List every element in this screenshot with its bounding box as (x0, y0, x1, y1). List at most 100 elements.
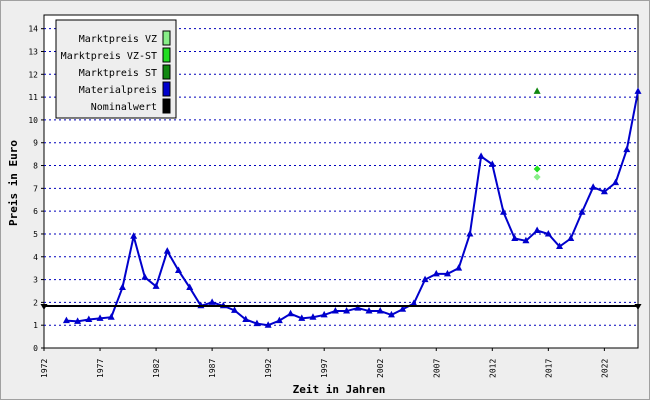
legend-swatch (162, 47, 171, 63)
y-tick-label: 4 (33, 253, 38, 262)
y-tick-label: 13 (28, 47, 38, 56)
materialpreis-point (544, 229, 552, 237)
legend-label: Marktpreis VZ (79, 34, 157, 45)
materialpreis-point (163, 247, 171, 254)
y-tick-label: 1 (33, 321, 38, 330)
x-tick-label: 2022 (600, 359, 609, 378)
series-layer (40, 87, 642, 328)
materialpreis-point (141, 273, 149, 280)
materialpreis-point (399, 305, 407, 312)
materialpreis-point (477, 152, 485, 159)
materialpreis-point (455, 264, 463, 271)
materialpreis-point (130, 232, 138, 239)
x-tick-label: 2007 (432, 359, 441, 378)
materialpreis-point (578, 208, 586, 215)
marktpreis-vz-st-point (533, 165, 541, 173)
legend-label: Marktpreis ST (79, 68, 157, 79)
materialpreis-point (231, 306, 239, 313)
materialpreis-point (410, 299, 418, 307)
x-tick-label: 2017 (544, 359, 553, 378)
materialpreis-point (242, 315, 250, 322)
y-tick-label: 2 (33, 298, 38, 307)
marktpreis-vz-point (533, 173, 541, 181)
legend-box (55, 19, 177, 119)
materialpreis-point (320, 310, 328, 318)
x-tick-label: 2002 (376, 359, 385, 378)
materialpreis-point (556, 242, 564, 250)
materialpreis-point (354, 304, 362, 311)
legend-label: Materialpreis (79, 85, 157, 96)
materialpreis-point (589, 183, 597, 190)
marktpreis-st-point (533, 87, 541, 94)
y-tick-label: 10 (28, 116, 38, 125)
materialpreis-point (376, 307, 384, 314)
y-tick-label: 5 (33, 230, 38, 239)
legend: Marktpreis VZ Marktpreis VZ-ST Marktpreis … (55, 19, 177, 119)
materialpreis-point (152, 282, 160, 289)
x-tick-label: 1997 (320, 359, 329, 378)
y-tick-label: 6 (33, 207, 38, 216)
grid-lines (44, 28, 638, 326)
x-axis-ticks: 1972 1977 1982 1987 1992 1997 2002 2007 2012 2017… (40, 348, 609, 378)
materialpreis-point (96, 314, 104, 321)
materialpreis-point (62, 316, 70, 324)
x-axis-label: Zeit in Jahren (293, 383, 386, 396)
materialpreis-point (634, 87, 642, 94)
materialpreis-point (264, 321, 272, 328)
y-tick-label: 9 (33, 139, 38, 148)
materialpreis-point (567, 234, 575, 242)
materialpreis-point (612, 178, 620, 186)
y-axis-label: Preis in Euro (7, 140, 20, 226)
materialpreis-point (275, 316, 283, 324)
x-tick-label: 1972 (40, 359, 49, 378)
y-tick-label: 14 (28, 25, 38, 34)
y-tick-label: 12 (28, 70, 38, 79)
materialpreis-point (298, 314, 306, 321)
y-tick-label: 0 (33, 344, 38, 353)
legend-label: Marktpreis VZ-ST (61, 51, 157, 62)
materialpreis-point (500, 208, 508, 215)
materialpreis-point (343, 307, 351, 314)
materialpreis-point (309, 313, 317, 320)
materialpreis-point (287, 309, 295, 317)
materialpreis-point (511, 234, 519, 242)
materialpreis-point (107, 313, 115, 320)
y-tick-label: 11 (28, 93, 38, 102)
materialpreis-point (118, 283, 126, 291)
y-tick-label: 3 (33, 276, 38, 285)
materialpreis-point (488, 160, 496, 167)
materialpreis-point (174, 266, 182, 273)
legend-swatch (162, 81, 171, 97)
materialpreis-point (432, 269, 440, 277)
x-tick-label: 1992 (264, 359, 273, 378)
nominalwert-point (634, 304, 642, 311)
legend-swatch (162, 64, 171, 80)
materialpreis-point (186, 283, 194, 291)
materialpreis-point (443, 269, 451, 277)
materialpreis-point (85, 315, 93, 322)
legend-label: Nominalwert (91, 102, 157, 113)
materialpreis-point (600, 187, 608, 195)
materialpreis-point (421, 275, 429, 283)
materialpreis-point (74, 317, 82, 324)
materialpreis-point (331, 307, 339, 314)
x-tick-label: 1982 (152, 359, 161, 378)
y-tick-label: 8 (33, 162, 38, 171)
legend-swatch (162, 98, 171, 114)
legend-swatch (162, 30, 171, 46)
materialpreis-line (66, 91, 639, 327)
y-tick-label: 7 (33, 184, 38, 193)
materialpreis-point (208, 298, 216, 305)
x-tick-label: 2012 (488, 359, 497, 378)
materialpreis-point (522, 236, 530, 244)
materialpreis-point (533, 226, 541, 234)
materialpreis-point (623, 145, 631, 153)
materialpreis-point (253, 319, 261, 327)
materialpreis-point (365, 307, 373, 314)
nominalwert-point (40, 304, 48, 311)
materialpreis-point (466, 229, 474, 237)
x-tick-label: 1987 (208, 359, 217, 378)
